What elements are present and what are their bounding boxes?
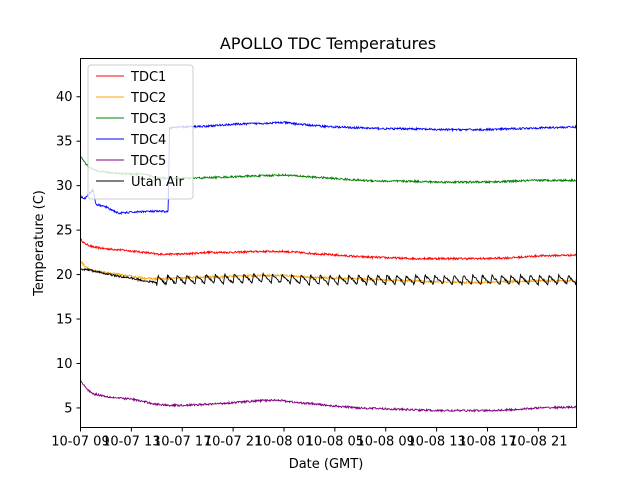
x-tick-label: 10-07 21 bbox=[204, 435, 262, 450]
x-tick-label: 10-08 13 bbox=[407, 435, 465, 450]
series-line-tdc1 bbox=[80, 238, 577, 261]
y-tick-label: 35 bbox=[56, 135, 73, 150]
y-axis-ticks: 5 10 15 20 25 30 35 40 bbox=[56, 90, 81, 416]
y-tick-label: 10 bbox=[56, 357, 73, 372]
plot-frame bbox=[80, 58, 577, 428]
series-line-tdc5 bbox=[80, 379, 577, 413]
x-tick-label: 10-07 09 bbox=[51, 435, 109, 450]
y-tick-label: 30 bbox=[56, 179, 73, 194]
legend-label: TDC1 bbox=[130, 70, 166, 85]
x-axis-label: Date (GMT) bbox=[289, 457, 364, 472]
chart-title: APOLLO TDC Temperatures bbox=[220, 34, 436, 53]
legend-label: TDC2 bbox=[130, 91, 166, 106]
x-tick-label: 10-07 17 bbox=[153, 435, 211, 450]
x-tick-label: 10-08 05 bbox=[306, 435, 364, 450]
legend-label: TDC5 bbox=[130, 154, 166, 169]
series-line-utah-air bbox=[80, 267, 577, 287]
y-tick-label: 20 bbox=[56, 268, 73, 283]
series-line-tdc4 bbox=[80, 120, 577, 216]
series-line-tdc2 bbox=[80, 260, 577, 285]
y-tick-label: 40 bbox=[56, 90, 73, 105]
y-tick-label: 5 bbox=[64, 401, 72, 416]
x-tick-label: 10-08 17 bbox=[458, 435, 516, 450]
legend: TDC1 TDC2 TDC3 TDC4 TDC5 Utah Air bbox=[87, 64, 194, 200]
legend-label: TDC4 bbox=[130, 133, 166, 148]
y-tick-label: 25 bbox=[56, 224, 73, 239]
legend-label: TDC3 bbox=[130, 112, 166, 127]
legend-box bbox=[87, 64, 194, 200]
x-tick-label: 10-08 01 bbox=[255, 435, 313, 450]
y-tick-label: 15 bbox=[56, 313, 73, 328]
legend-label: Utah Air bbox=[131, 175, 184, 190]
x-tick-label: 10-08 21 bbox=[509, 435, 567, 450]
y-axis-label: Temperature (C) bbox=[32, 190, 47, 297]
x-tick-label: 10-07 13 bbox=[102, 435, 160, 450]
x-tick-label: 10-08 09 bbox=[357, 435, 415, 450]
